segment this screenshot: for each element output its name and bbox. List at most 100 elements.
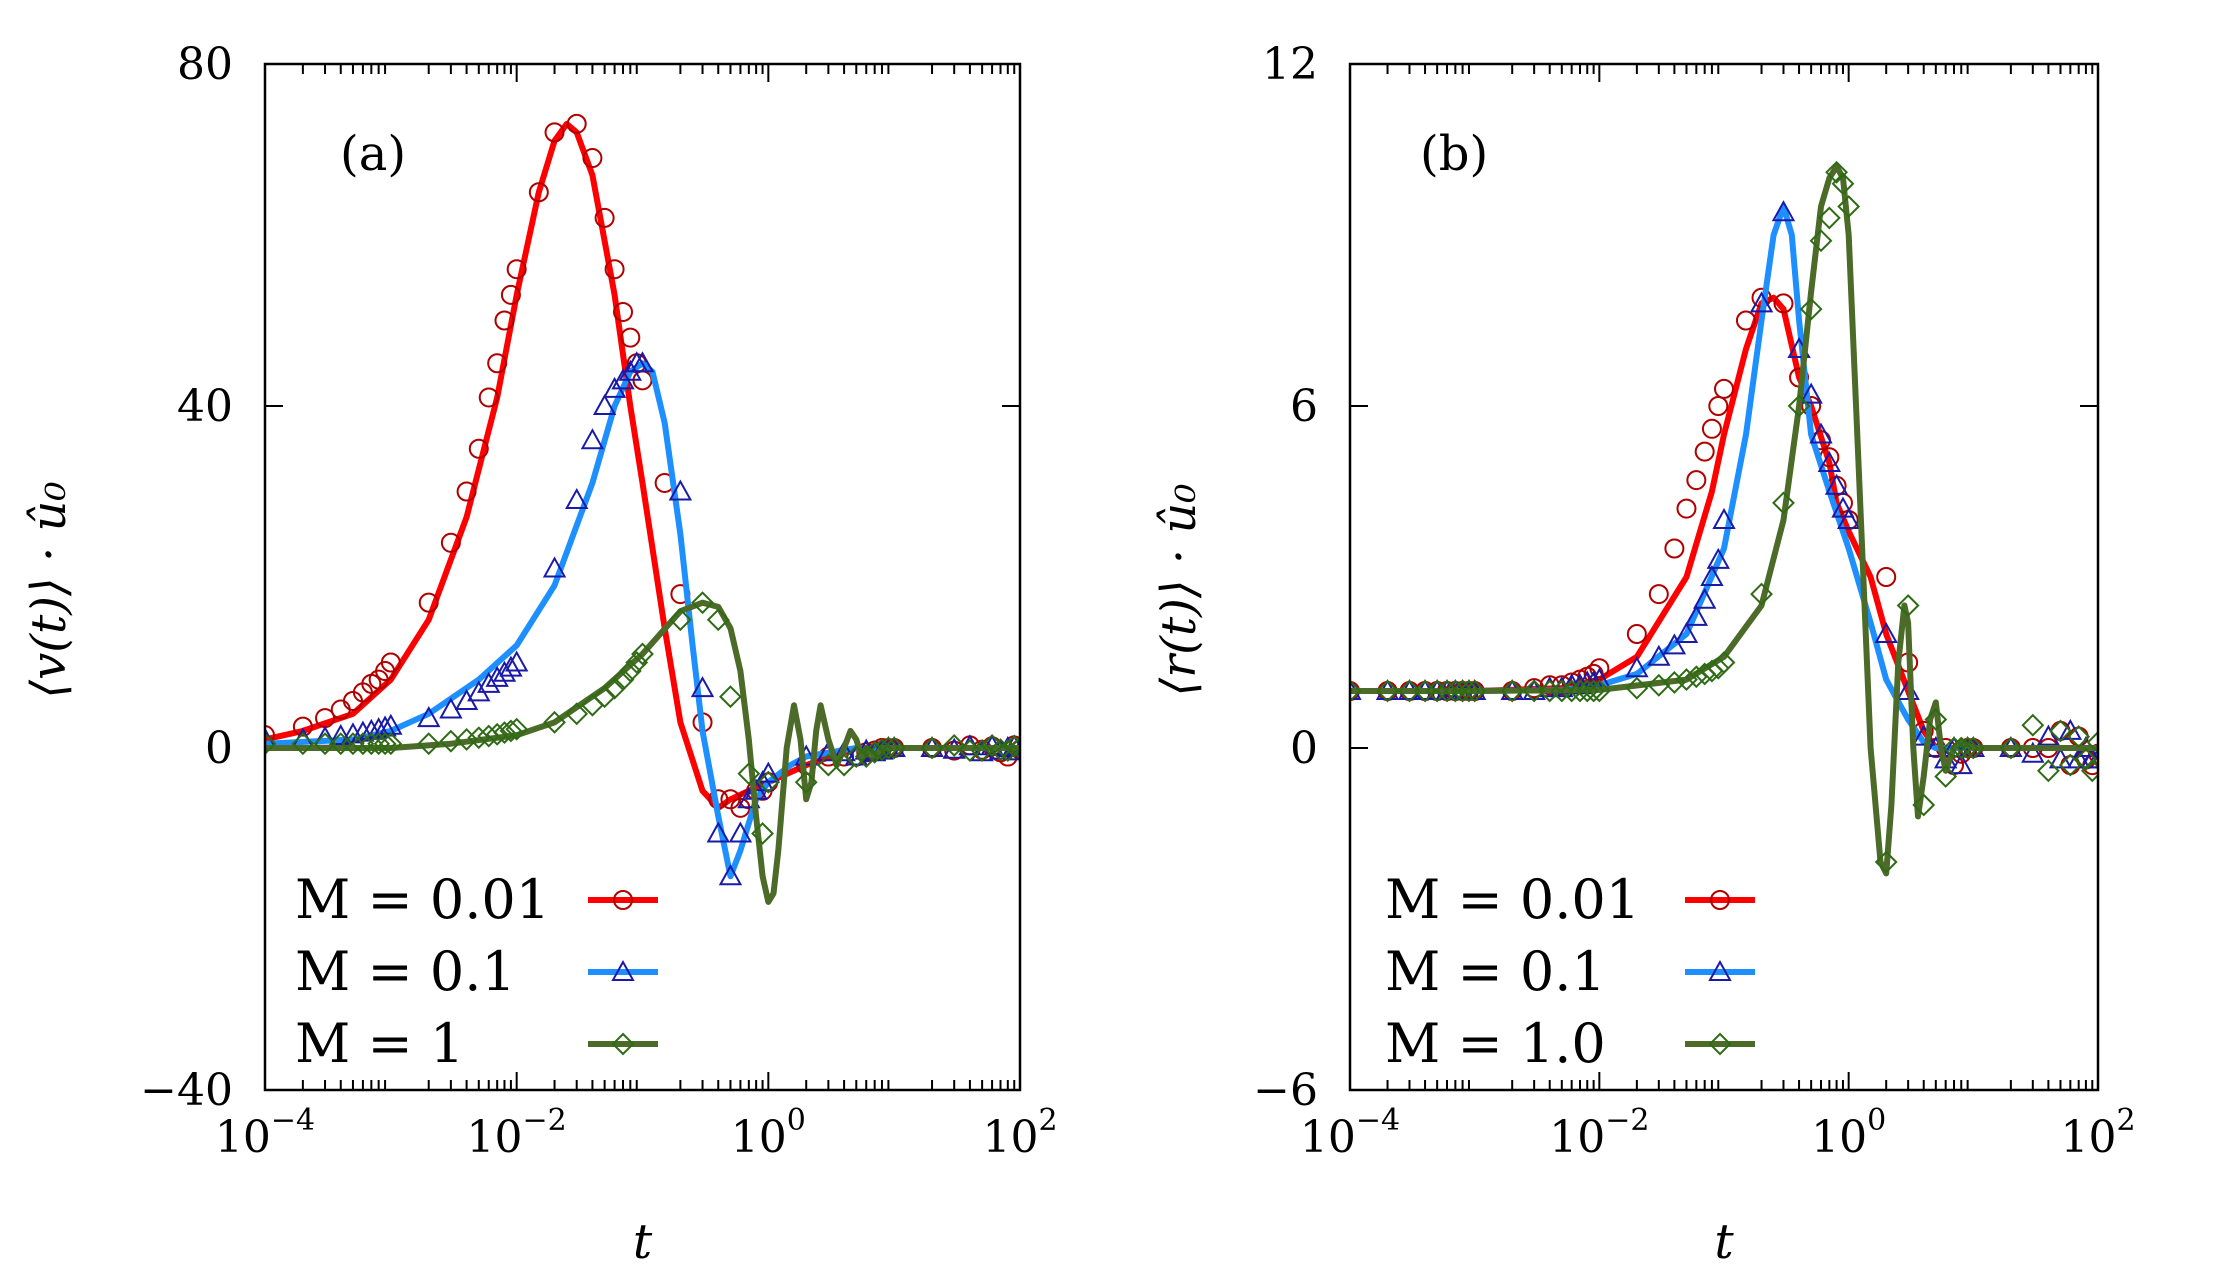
data-point [418, 592, 439, 613]
y-tick-label: 6 [1290, 381, 1318, 432]
data-point [816, 753, 840, 777]
x-tick-label: 100 [1811, 1103, 1886, 1163]
y-tick-label: 40 [177, 381, 233, 432]
data-point [1700, 564, 1724, 586]
data-point [1587, 679, 1611, 703]
data-point [417, 732, 441, 756]
data-point [1350, 679, 1362, 703]
data-point [379, 732, 403, 756]
data-point [2049, 719, 2072, 743]
data-point [2086, 747, 2098, 769]
data-point [485, 665, 509, 687]
data-point [528, 182, 549, 203]
legend-marker [613, 890, 633, 910]
data-point [668, 479, 693, 501]
x-tick-label: 102 [2060, 1103, 2135, 1163]
data-point [506, 259, 527, 280]
x-axis-title: t [1714, 1214, 1734, 1270]
data-point [1664, 538, 1685, 559]
data-point [882, 736, 906, 760]
data-point [870, 738, 894, 762]
y-tick-label: 80 [177, 39, 233, 90]
data-point [2048, 747, 2073, 769]
data-point [920, 736, 944, 760]
data-point [351, 732, 375, 756]
data-point [1912, 793, 1936, 817]
panel-label: (a) [340, 126, 406, 182]
data-point [1831, 496, 1855, 518]
data-point [737, 762, 761, 786]
data-point [477, 671, 501, 693]
data-point [996, 739, 1020, 762]
data-point [630, 351, 655, 373]
data-point [1463, 679, 1487, 703]
data-point [566, 113, 587, 134]
data-point [1560, 679, 1584, 703]
data-point [1712, 651, 1736, 674]
plot-frame [1348, 62, 2100, 1092]
data-point [291, 732, 315, 756]
data-point [582, 148, 603, 169]
legend-marker [611, 1032, 635, 1056]
data-point [1626, 624, 1647, 644]
x-tick-base: 10 [467, 1112, 523, 1163]
data-point [756, 761, 781, 783]
data-point [456, 481, 477, 502]
data-point [1896, 594, 1920, 617]
x-tick-base: 10 [1549, 1112, 1605, 1163]
panel-label: (b) [1420, 126, 1488, 182]
data-point [1809, 422, 1833, 444]
data-point [2036, 724, 2061, 746]
data-point [668, 608, 692, 632]
data-point [794, 770, 818, 794]
data-point [2086, 730, 2098, 754]
data-point [292, 716, 313, 737]
legend-label: M = 0.1 [295, 940, 516, 1003]
data-point [500, 284, 521, 305]
data-point [1398, 679, 1421, 703]
data-point [1787, 394, 1811, 418]
x-tick-exponent: 2 [2116, 1103, 2135, 1138]
data-point [593, 685, 617, 709]
data-point [1662, 633, 1687, 655]
data-point [1674, 621, 1699, 643]
data-point [265, 732, 277, 756]
data-point [1961, 736, 1985, 760]
data-point [719, 685, 742, 709]
series-3 [1350, 160, 2098, 877]
x-axis-title: t [633, 1214, 653, 1270]
x-tick-label: 100 [731, 1103, 806, 1163]
data-point [1799, 382, 1823, 404]
series-1 [265, 113, 1020, 818]
data-point [504, 650, 529, 672]
x-tick-base: 10 [1300, 1112, 1356, 1163]
data-point [544, 122, 565, 143]
data-point [1831, 172, 1855, 196]
x-tick-base: 10 [731, 1112, 787, 1163]
data-point [970, 739, 994, 762]
data-point [690, 676, 715, 698]
data-point [592, 393, 617, 415]
data-point [543, 710, 566, 734]
data-point [1817, 206, 1841, 230]
data-point [580, 428, 605, 450]
data-point [718, 864, 743, 886]
x-tick-exponent: −2 [1605, 1103, 1649, 1138]
data-point [706, 821, 730, 843]
x-tick-base: 10 [1811, 1112, 1867, 1163]
data-point [1876, 567, 1897, 587]
data-point [417, 706, 441, 728]
data-point [2074, 747, 2098, 771]
data-point [505, 717, 529, 741]
y-axis-title: ⟨v(t)⟩ · û₀ [21, 481, 77, 698]
legend-label: M = 0.1 [1385, 940, 1606, 1003]
data-point [487, 353, 508, 374]
y-tick-label: 0 [1290, 723, 1318, 774]
data-point [1701, 418, 1722, 439]
data-point [1648, 584, 1669, 605]
data-point [440, 532, 461, 553]
data-point [618, 659, 642, 683]
data-point [1735, 310, 1756, 331]
